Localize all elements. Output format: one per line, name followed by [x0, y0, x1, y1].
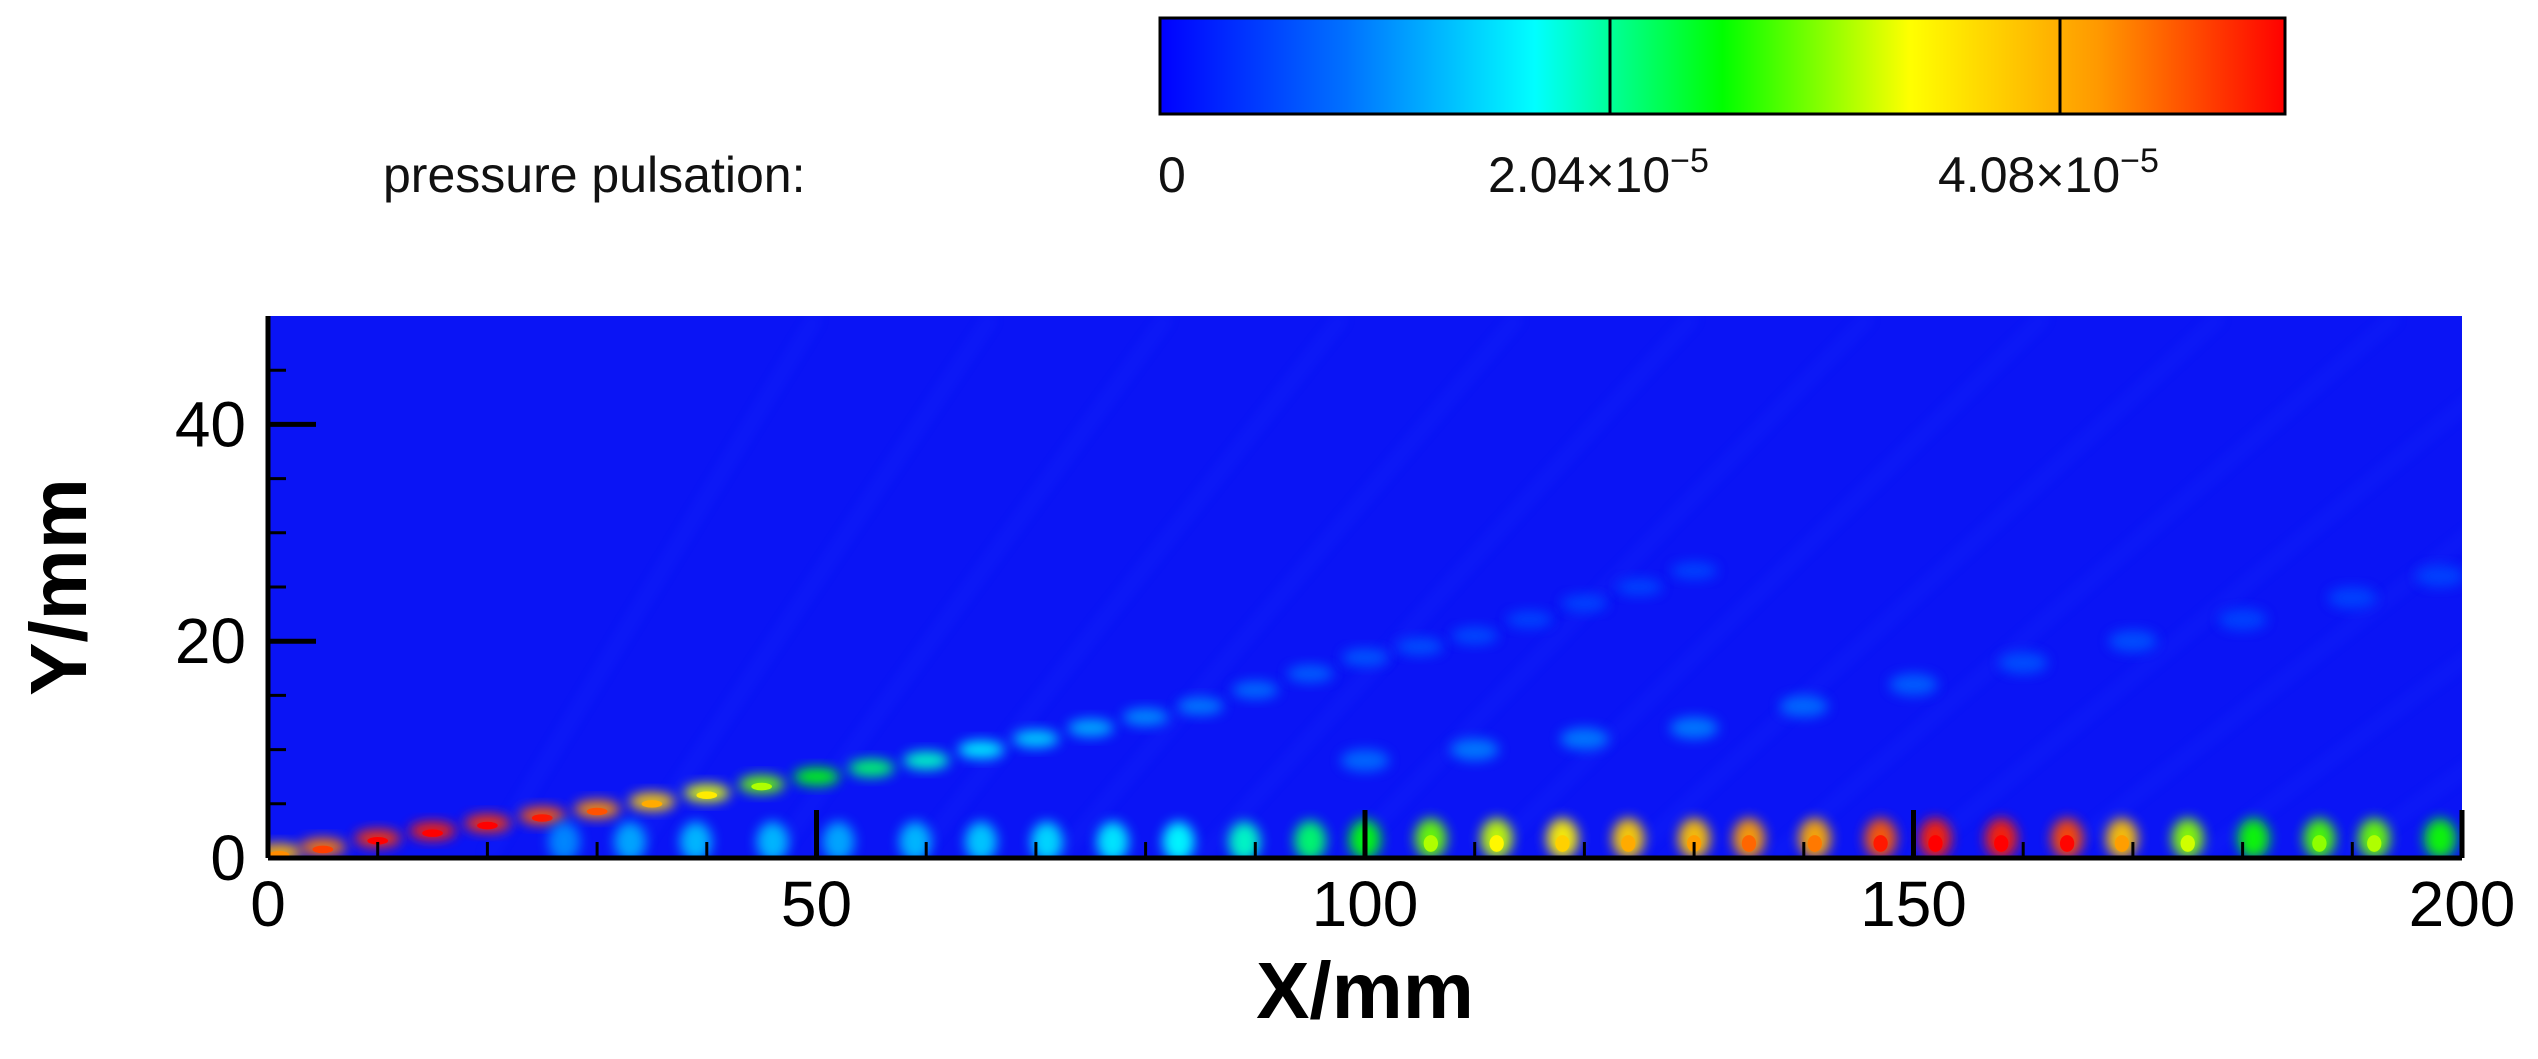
shear-layer-cell-core — [531, 814, 553, 822]
shear-layer-cell-core — [751, 782, 773, 791]
colorbar-tick-label: 2.04×10−5 — [1488, 142, 1709, 203]
wall-hotspot-core — [1873, 835, 1888, 852]
shear-layer-cell — [1122, 708, 1169, 727]
field-streak — [1767, 316, 2400, 858]
wall-hotspot — [822, 821, 855, 858]
shear-layer-cell-core — [422, 829, 443, 837]
shear-layer-cell — [1671, 561, 1718, 580]
x-tick-label: 100 — [1312, 868, 1419, 940]
echo-cell — [1560, 727, 1609, 750]
shear-layer-cell — [1561, 594, 1608, 613]
y-tick-label: 0 — [210, 822, 246, 894]
echo-cell — [1669, 716, 1719, 739]
field-streak — [1196, 316, 1698, 858]
wall-hotspot-core — [1621, 835, 1636, 852]
wall-hotspot — [899, 821, 932, 858]
wall-hotspot — [548, 821, 581, 858]
shear-layer-cell — [848, 759, 895, 778]
y-tick-label: 40 — [175, 388, 246, 460]
echo-cell — [2108, 630, 2158, 653]
wall-hotspot — [1162, 821, 1195, 858]
wall-hotspot-core — [2312, 835, 2327, 852]
shear-layer-cell — [1396, 637, 1443, 656]
colorbar-tick-label: 4.08×10−5 — [1938, 142, 2159, 203]
field-streak — [1339, 316, 1874, 858]
x-tick-label: 150 — [1860, 868, 1967, 940]
wall-hotspot-core — [1994, 835, 2009, 852]
x-tick-label: 200 — [2409, 868, 2516, 940]
echo-cell — [2328, 586, 2377, 609]
wall-hotspot — [965, 821, 997, 858]
shear-layer-cell — [1012, 729, 1059, 748]
shear-layer-cell-core — [696, 791, 718, 799]
shear-layer-cell — [1341, 648, 1389, 667]
shear-layer-cell — [903, 751, 950, 770]
plot-area: 0 50 100 150 200 0 20 40 X/mm Y/mm — [14, 316, 2516, 1035]
echo-cell — [1779, 695, 1828, 718]
wall-hotspot-core — [1489, 835, 1504, 852]
shear-layer-cell — [1177, 697, 1224, 716]
x-axis-title: X/mm — [1256, 946, 1474, 1035]
wall-hotspot — [2424, 818, 2456, 858]
shear-layer-cell — [793, 767, 840, 786]
echo-cell — [1999, 651, 2048, 674]
wall-hotspot — [2237, 818, 2270, 858]
field-streak — [1624, 316, 2225, 858]
shear-layer-cell — [1067, 718, 1114, 737]
colorbar-tick-label: 0 — [1158, 147, 1186, 203]
colorbar-title: pressure pulsation: — [383, 147, 805, 203]
colorbar-gradient — [1158, 16, 2287, 116]
wall-hotspot-core — [1741, 835, 1757, 852]
shear-layer-cell — [1616, 578, 1663, 596]
shear-layer-cell — [1506, 610, 1553, 629]
x-tick-label: 0 — [250, 868, 286, 940]
shear-layer-cell-core — [477, 821, 498, 830]
field-streak — [1910, 399, 2462, 858]
wall-hotspot — [1228, 821, 1261, 858]
wall-hotspot — [614, 821, 646, 858]
shear-layer-cell — [1451, 626, 1498, 645]
field-streak — [1482, 316, 2049, 858]
wall-hotspot-core — [2367, 835, 2382, 852]
echo-cell — [2218, 608, 2267, 631]
wall-hotspot-core — [2114, 835, 2130, 852]
shear-layer-cell-core — [312, 845, 334, 854]
shear-layer-cell-core — [586, 807, 608, 816]
y-tick-label: 20 — [175, 605, 246, 677]
field-streak — [2053, 533, 2462, 858]
wall-hotspot — [756, 821, 789, 858]
field-streak — [625, 316, 997, 858]
wall-hotspot — [679, 821, 712, 858]
wall-hotspot — [1030, 821, 1063, 858]
wall-hotspot-core — [2059, 835, 2075, 852]
field-streak — [483, 316, 821, 858]
wall-hotspot-core — [2180, 835, 2195, 852]
wall-hotspot-core — [1423, 835, 1438, 852]
field-streak — [768, 316, 1172, 858]
wall-hotspot-core — [1807, 835, 1822, 852]
wall-hotspot — [1096, 821, 1129, 858]
wall-hotspot-core — [1928, 835, 1943, 852]
y-axis-title: Y/mm — [14, 478, 103, 696]
echo-cell — [1889, 673, 1938, 696]
echo-cell — [1340, 749, 1390, 772]
shear-layer-cell — [1232, 680, 1279, 699]
shear-layer-cell — [1287, 664, 1334, 683]
field-streak — [1054, 316, 1523, 858]
wall-hotspot-core — [1555, 835, 1570, 852]
field-streak — [2195, 654, 2462, 858]
echo-cell — [2415, 565, 2462, 588]
shear-layer-cell-core — [367, 836, 389, 845]
x-tick-label: 50 — [781, 868, 852, 940]
wall-hotspot — [1294, 820, 1327, 858]
shear-layer-cell-core — [641, 800, 663, 808]
echo-cell — [1450, 738, 1499, 761]
shear-layer-cell — [958, 740, 1005, 759]
colorbar: pressure pulsation: 0 2.04×10−5 4.08×10−5 — [383, 16, 2287, 203]
field-streak — [911, 316, 1347, 858]
